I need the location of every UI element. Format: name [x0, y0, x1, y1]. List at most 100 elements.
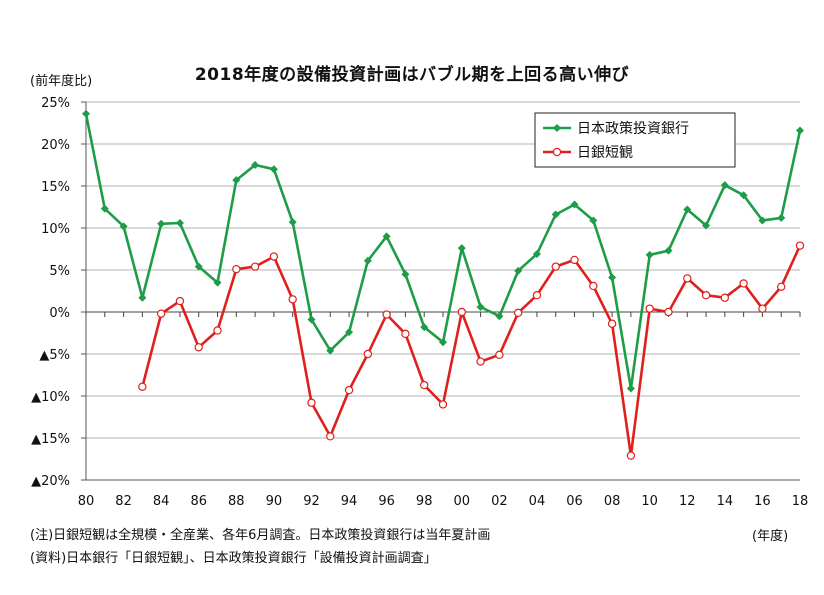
data-point [363, 349, 373, 359]
x-axis-unit-label: (年度) [752, 529, 789, 544]
data-point [645, 250, 654, 259]
data-point [702, 221, 711, 230]
x-tick-label: 94 [341, 494, 358, 509]
data-point [119, 222, 128, 231]
x-tick-label: 92 [303, 494, 320, 509]
y-tick-label: 5% [49, 264, 70, 279]
x-tick-label: 86 [190, 494, 207, 509]
data-point [777, 213, 786, 222]
data-point [363, 256, 372, 265]
data-point [438, 400, 448, 409]
data-point [420, 323, 429, 332]
data-point [344, 385, 354, 395]
data-point [758, 216, 767, 225]
data-point [251, 161, 260, 169]
data-point [401, 270, 410, 279]
x-tick-label: 82 [115, 494, 132, 509]
x-tick-label: 90 [266, 494, 283, 509]
y-tick-label: ▲5% [39, 348, 70, 363]
y-axis-unit-label: (前年度比) [30, 74, 93, 89]
y-tick-label: ▲15% [31, 432, 70, 447]
data-point [476, 357, 485, 366]
data-point [607, 319, 617, 328]
data-point [232, 176, 241, 185]
data-point [250, 262, 260, 271]
data-point [758, 304, 767, 313]
data-point [457, 244, 466, 253]
legend-marker [552, 147, 562, 157]
x-tick-label: 10 [641, 494, 658, 509]
data-point [551, 210, 560, 219]
data-point [138, 293, 147, 302]
y-tick-label: ▲10% [31, 390, 70, 405]
data-point [570, 200, 579, 209]
data-point [683, 274, 692, 283]
x-tick-label: 04 [529, 494, 546, 509]
data-point [720, 293, 730, 302]
data-point [795, 241, 805, 250]
y-tick-label: 0% [49, 306, 70, 321]
x-tick-label: 88 [228, 494, 245, 509]
data-point [213, 326, 222, 335]
data-point [683, 205, 692, 214]
x-tick-label: 84 [153, 494, 170, 509]
data-point [495, 312, 504, 321]
data-point [626, 384, 635, 393]
data-point [495, 350, 504, 360]
x-tick-label: 98 [416, 494, 433, 509]
data-point [664, 246, 673, 255]
x-tick-label: 14 [717, 494, 734, 509]
data-point [157, 219, 166, 228]
data-point [194, 343, 203, 352]
x-tick-label: 12 [679, 494, 696, 509]
y-tick-label: ▲20% [31, 474, 70, 489]
legend-label: 日本政策投資銀行 [577, 120, 689, 137]
data-point [288, 218, 297, 227]
data-point [401, 329, 410, 339]
data-point [269, 252, 279, 261]
data-point [513, 308, 523, 318]
legend-marker [553, 124, 561, 132]
y-tick-label: 25% [41, 96, 70, 111]
footnote-source: (資料)日本銀行「日銀短観」、日本政策投資銀行「設備投資計画調査」 [30, 551, 437, 566]
data-point [608, 273, 617, 282]
x-tick-label: 16 [754, 494, 771, 509]
y-tick-label: 10% [41, 222, 70, 237]
x-tick-label: 06 [566, 494, 583, 509]
data-point [664, 307, 673, 317]
line-chart: 25% 20% 15% 10% 5% 0% ▲5% ▲10% ▲15% ▲20% 80 82 84 86 8… [31, 96, 808, 509]
data-point [194, 262, 203, 271]
data-point [645, 304, 654, 313]
x-tick-label: 00 [454, 494, 471, 509]
data-point [82, 109, 90, 118]
data-point [720, 181, 729, 190]
x-tick-label: 18 [792, 494, 809, 509]
data-point [156, 309, 166, 318]
data-point [382, 310, 391, 319]
data-point [514, 266, 523, 275]
data-point [777, 282, 786, 291]
data-point [326, 432, 335, 441]
data-point [589, 216, 598, 225]
data-point [796, 126, 804, 135]
axes: 25% 20% 15% 10% 5% 0% ▲5% ▲10% ▲15% ▲20% 80 82 84 86 8… [31, 96, 808, 509]
data-point [420, 380, 429, 390]
data-point [100, 204, 109, 213]
data-point [175, 296, 185, 306]
data-point [307, 315, 316, 324]
data-point [439, 338, 447, 347]
series-group [82, 109, 805, 460]
data-point [739, 191, 748, 200]
data-point [307, 398, 316, 407]
legend-label: 日銀短観 [577, 144, 633, 161]
data-point [138, 382, 147, 391]
data-point [570, 255, 579, 265]
data-point [213, 278, 222, 287]
x-tick-label: 02 [491, 494, 508, 509]
x-tick-label: 96 [378, 494, 395, 509]
data-point [345, 328, 354, 337]
y-tick-label: 20% [41, 138, 70, 153]
data-point [739, 279, 748, 288]
data-point [626, 451, 636, 460]
data-point [232, 264, 241, 274]
